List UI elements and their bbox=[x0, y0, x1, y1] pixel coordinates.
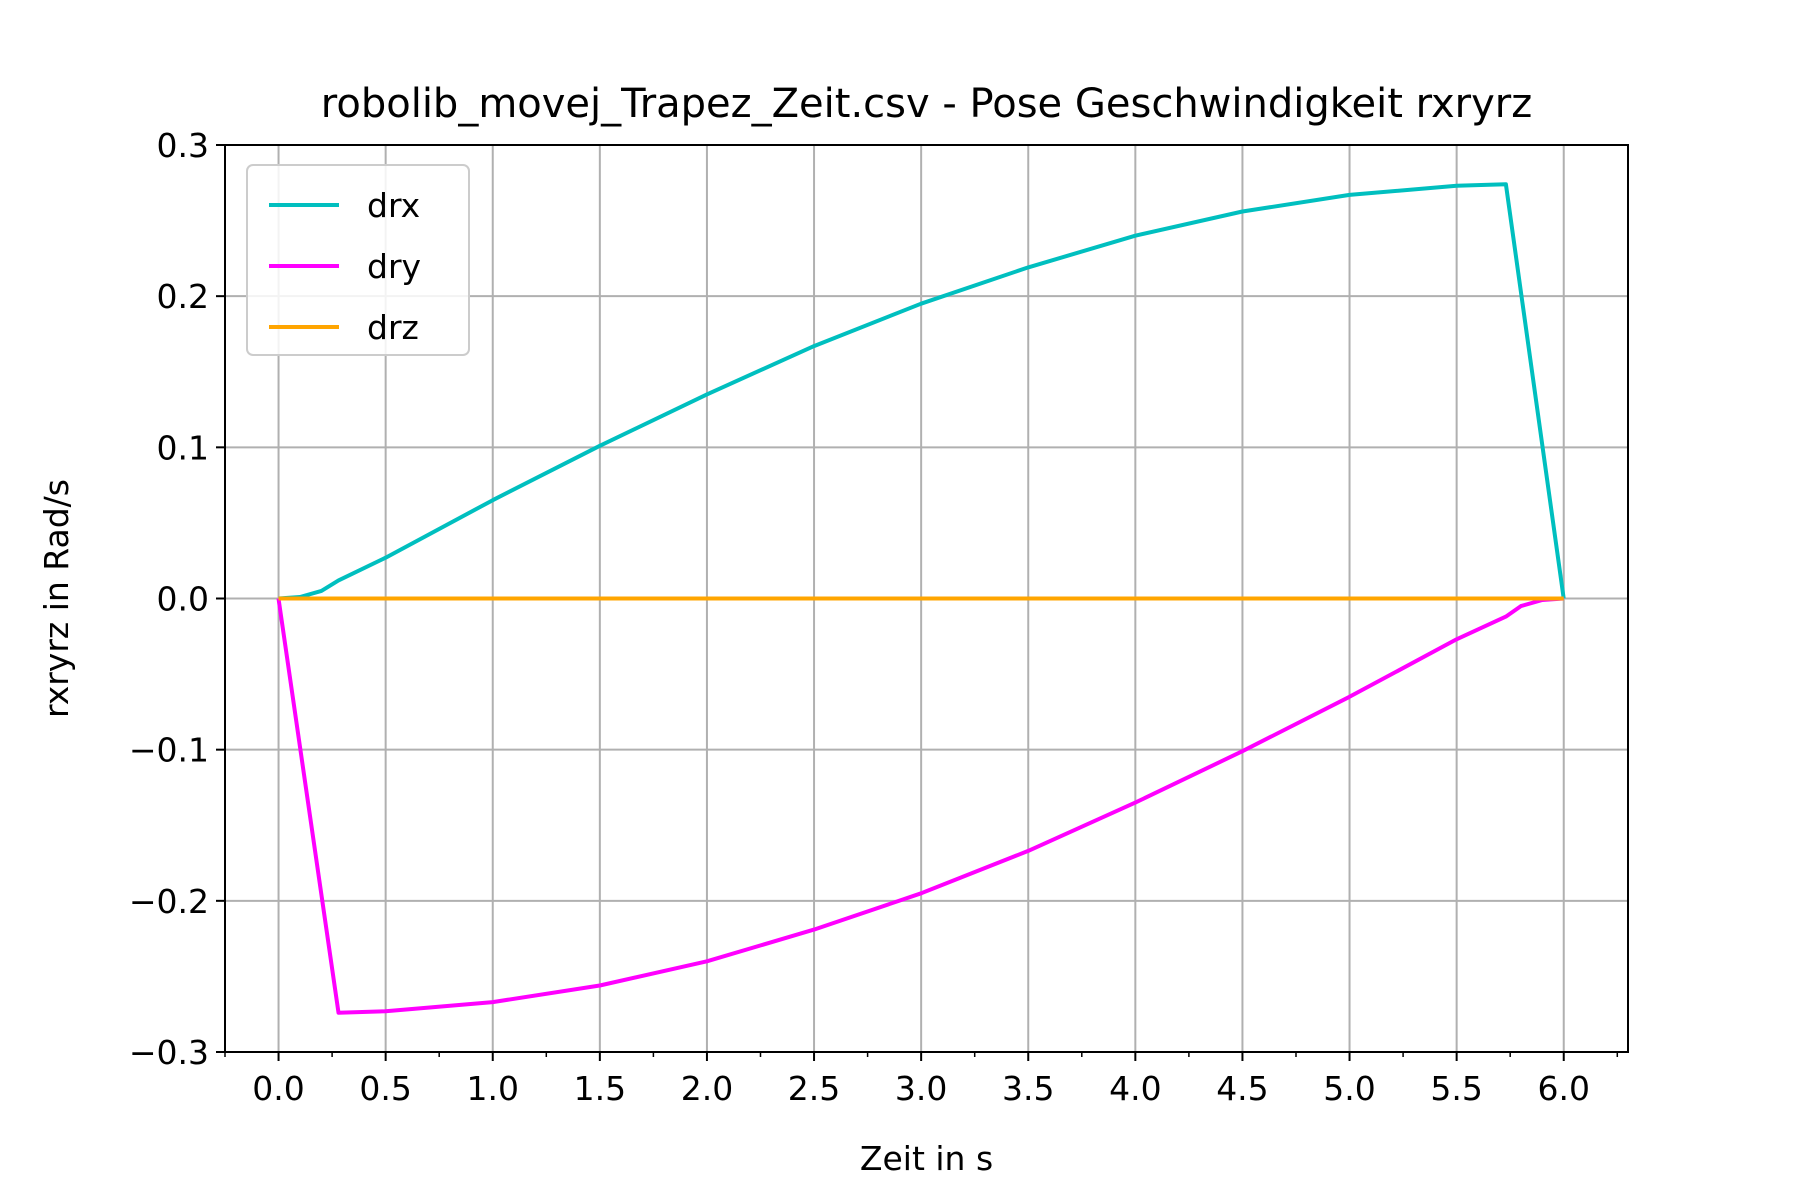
legend-label-dry: dry bbox=[367, 247, 421, 286]
ticks: 0.0 0.5 1.0 1.5 2.0 2.5 3.0 3.5 4.0 4.5 5.0 5.5 6.0 −… bbox=[129, 126, 1619, 1108]
chart-title: robolib_movej_Trapez_Zeit.csv - Pose Ges… bbox=[321, 81, 1532, 127]
x-tick-label: 2.5 bbox=[788, 1069, 840, 1108]
y-tick-label: −0.3 bbox=[129, 1033, 209, 1072]
x-tick-label: 1.0 bbox=[467, 1069, 519, 1108]
x-tick-label: 4.5 bbox=[1216, 1069, 1268, 1108]
y-axis-label: rxryrz in Rad/s bbox=[37, 479, 76, 718]
legend: drx dry drz bbox=[246, 164, 470, 356]
x-tick-label: 2.0 bbox=[681, 1069, 733, 1108]
y-tick-label: −0.1 bbox=[129, 731, 209, 770]
x-tick-label: 6.0 bbox=[1537, 1069, 1589, 1108]
series-layer bbox=[276, 182, 1566, 1015]
legend-box bbox=[246, 164, 470, 356]
x-tick-label: 4.0 bbox=[1109, 1069, 1161, 1108]
x-tick-label: 3.5 bbox=[1002, 1069, 1054, 1108]
x-tick-label: 5.5 bbox=[1430, 1069, 1482, 1108]
series-line-drx bbox=[278, 182, 1566, 601]
y-tick-label: 0.2 bbox=[157, 277, 209, 316]
y-tick-label: −0.2 bbox=[129, 882, 209, 921]
x-tick-label: 1.5 bbox=[574, 1069, 626, 1108]
x-tick-label: 0.0 bbox=[252, 1069, 304, 1108]
y-tick-label: 0.1 bbox=[157, 428, 209, 467]
y-tick-label: 0.0 bbox=[157, 580, 209, 619]
x-tick-label: 0.5 bbox=[359, 1069, 411, 1108]
x-axis-label: Zeit in s bbox=[860, 1139, 993, 1178]
legend-label-drz: drz bbox=[367, 308, 419, 347]
x-tick-label: 3.0 bbox=[895, 1069, 947, 1108]
y-tick-label: 0.3 bbox=[157, 126, 209, 165]
x-tick-label: 5.0 bbox=[1323, 1069, 1375, 1108]
series-line-dry bbox=[276, 596, 1564, 1015]
legend-label-drx: drx bbox=[367, 186, 420, 225]
